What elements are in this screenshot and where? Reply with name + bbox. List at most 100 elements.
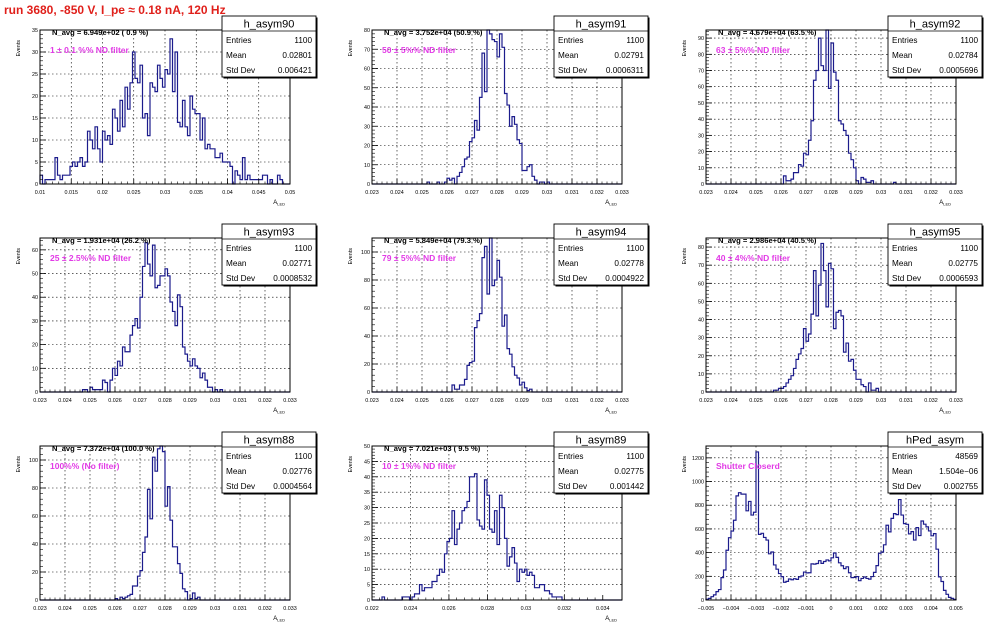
stats-value: 1.504e−06 xyxy=(939,467,978,476)
filter-annotation: 50 ± 5%% ND filter xyxy=(382,45,457,55)
stats-label: Std Dev xyxy=(892,482,922,491)
y-tick-label: 90 xyxy=(698,36,704,42)
x-tick-label: 0.028 xyxy=(490,398,504,404)
y-tick-label: 30 xyxy=(364,506,370,512)
stats-label: Entries xyxy=(892,244,917,253)
y-tick-label: 40 xyxy=(364,105,370,111)
histogram-name: h_asym92 xyxy=(910,19,961,31)
x-tick-label: 0.029 xyxy=(515,190,529,196)
stats-value: 0.002755 xyxy=(944,482,979,491)
histogram-name: h_asym93 xyxy=(244,227,295,239)
y-tick-label: 15 xyxy=(364,552,370,558)
n-avg-label: N_avg = 7.021e+03 ( 9.5 %) xyxy=(384,444,481,453)
y-tick-label: 200 xyxy=(695,574,704,580)
x-tick-label: 0.026 xyxy=(108,398,122,404)
x-tick-label: 0.03 xyxy=(210,606,221,612)
stats-value: 0.006421 xyxy=(278,66,313,75)
y-tick-label: 20 xyxy=(364,536,370,542)
histogram-panel-hPed_asym: −0.005 −0.004 −0.003 −0.002 −0.001 0 0.001 0.00… xyxy=(682,431,984,612)
y-tick-label: 80 xyxy=(364,278,370,284)
stats-label: Std Dev xyxy=(558,482,588,491)
x-tick-label: 0.035 xyxy=(190,190,204,196)
x-tick-label: 0.028 xyxy=(158,606,172,612)
x-tick-label: 0.023 xyxy=(699,398,713,404)
stats-value: 1100 xyxy=(626,244,644,253)
x-tick-label: 0.028 xyxy=(158,398,172,404)
stats-value: 1100 xyxy=(960,244,978,253)
x-tick-label: 0.03 xyxy=(521,606,532,612)
filter-annotation: 10 ± 1%% ND filter xyxy=(382,461,457,471)
x-tick-label: 0.03 xyxy=(210,398,221,404)
x-tick-label: 0.027 xyxy=(799,190,813,196)
x-tick-label: 0.045 xyxy=(252,190,266,196)
y-tick-label: 10 xyxy=(32,366,38,372)
y-tick-label: 20 xyxy=(32,570,38,576)
n-avg-label: N_avg = 3.752e+04 (50.9 %) xyxy=(384,28,483,37)
x-tick-label: 0.024 xyxy=(58,398,72,404)
y-tick-label: 50 xyxy=(698,101,704,107)
y-tick-label: 40 xyxy=(698,117,704,123)
stats-value: 0.0005696 xyxy=(939,66,978,75)
stats-box xyxy=(221,431,317,494)
stats-value: 0.0006593 xyxy=(939,274,978,283)
y-tick-label: 40 xyxy=(698,318,704,324)
stats-label: Entries xyxy=(558,452,583,461)
x-tick-label: 0.027 xyxy=(133,606,147,612)
histogram-name: h_asym95 xyxy=(910,227,961,239)
histogram-panel-h_asym88: 0.023 0.024 0.025 0.026 0.027 0.028 0.029 0.03 0… xyxy=(16,431,318,623)
x-tick-label: −0.004 xyxy=(723,606,740,612)
x-tick-label: 0.025 xyxy=(83,398,97,404)
y-tick-label: 70 xyxy=(698,69,704,75)
y-tick-label: 70 xyxy=(364,47,370,53)
y-tick-label: 80 xyxy=(364,28,370,34)
stats-value: 0.02775 xyxy=(614,467,644,476)
y-tick-label: 80 xyxy=(698,52,704,58)
x-tick-label: 0.032 xyxy=(590,398,604,404)
stats-value: 0.02784 xyxy=(948,51,978,60)
x-tick-label: 0.029 xyxy=(183,606,197,612)
stats-value: 1100 xyxy=(294,36,312,45)
y-tick-label: 0 xyxy=(701,390,704,396)
histogram-panel-h_asym95: 0.023 0.024 0.025 0.026 0.027 0.028 0.029 0.03 0… xyxy=(682,223,984,415)
y-tick-label: 80 xyxy=(32,486,38,492)
stats-value: 0.02771 xyxy=(282,259,312,268)
y-tick-label: 10 xyxy=(364,163,370,169)
stats-label: Mean xyxy=(558,51,579,60)
y-tick-label: 40 xyxy=(32,542,38,548)
x-axis-title: ALED xyxy=(605,200,617,207)
histogram-line xyxy=(372,473,622,601)
stats-value: 0.02801 xyxy=(282,51,312,60)
y-tick-label: 60 xyxy=(698,85,704,91)
y-tick-label: 100 xyxy=(29,458,38,464)
y-axis-title: Events xyxy=(16,40,22,57)
y-tick-label: 40 xyxy=(364,334,370,340)
x-tick-label: 0.033 xyxy=(949,398,963,404)
x-tick-label: 0.029 xyxy=(849,398,863,404)
y-tick-label: 10 xyxy=(364,567,370,573)
stats-box xyxy=(887,223,983,286)
x-tick-label: 0.026 xyxy=(774,190,788,196)
x-tick-label: 0.028 xyxy=(481,606,495,612)
x-tick-label: 0.004 xyxy=(924,606,938,612)
x-tick-label: 0.05 xyxy=(285,190,296,196)
stats-label: Mean xyxy=(558,467,579,476)
stats-value: 48569 xyxy=(955,452,978,461)
x-tick-label: 0.02 xyxy=(97,190,108,196)
stats-label: Std Dev xyxy=(558,66,588,75)
x-tick-label: 0.029 xyxy=(515,398,529,404)
n-avg-label: N_avg = 4.679e+04 (63.5 %) xyxy=(718,28,817,37)
filter-annotation: 40 ± 4%% ND filter xyxy=(716,253,791,263)
stats-label: Entries xyxy=(558,36,583,45)
y-tick-label: 60 xyxy=(698,281,704,287)
stats-box xyxy=(553,15,649,78)
y-tick-label: 35 xyxy=(364,490,370,496)
stats-label: Entries xyxy=(226,36,251,45)
x-tick-label: 0.032 xyxy=(590,190,604,196)
x-tick-label: 0.023 xyxy=(33,398,47,404)
y-tick-label: 1000 xyxy=(692,480,704,486)
histogram-name: hPed_asym xyxy=(906,435,964,447)
y-tick-label: 40 xyxy=(32,295,38,301)
y-tick-label: 35 xyxy=(32,28,38,34)
stats-label: Std Dev xyxy=(558,274,588,283)
x-tick-label: 0.032 xyxy=(258,398,272,404)
